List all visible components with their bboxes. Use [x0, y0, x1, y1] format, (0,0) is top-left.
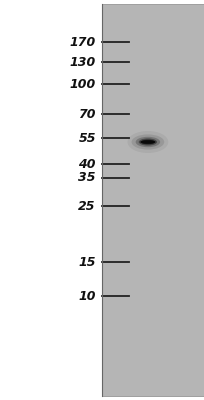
Text: 15: 15: [78, 256, 96, 268]
Text: 170: 170: [70, 36, 96, 48]
Text: 25: 25: [78, 200, 96, 212]
Ellipse shape: [140, 140, 156, 144]
Ellipse shape: [128, 131, 168, 153]
Text: 40: 40: [78, 158, 96, 170]
Text: 35: 35: [78, 172, 96, 184]
Ellipse shape: [136, 137, 160, 147]
Ellipse shape: [139, 138, 157, 146]
Text: 100: 100: [70, 78, 96, 90]
Text: 70: 70: [78, 108, 96, 120]
Ellipse shape: [132, 134, 164, 150]
Bar: [102, 4, 204, 396]
Text: 55: 55: [78, 132, 96, 144]
Ellipse shape: [141, 140, 155, 144]
Text: 10: 10: [78, 290, 96, 302]
Text: 130: 130: [70, 56, 96, 68]
